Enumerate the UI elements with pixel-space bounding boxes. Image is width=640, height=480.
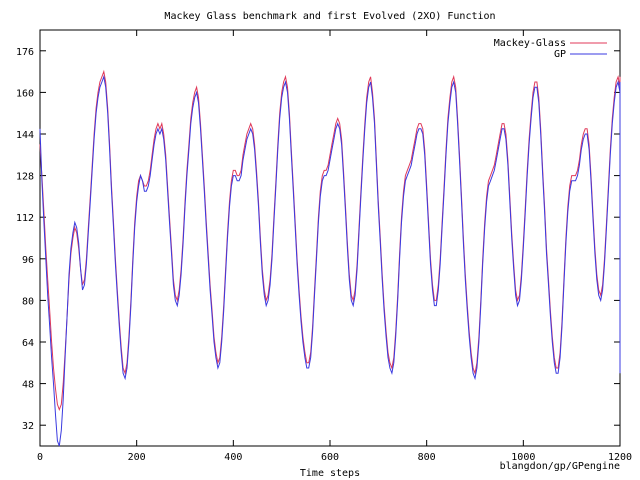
- x-tick-label: 600: [321, 452, 339, 463]
- x-tick-label: 800: [418, 452, 436, 463]
- x-tick-label: 1000: [511, 452, 535, 463]
- y-tick-label: 128: [16, 172, 34, 183]
- y-tick-label: 160: [16, 88, 34, 99]
- legend-label-gp: GP: [554, 49, 566, 60]
- legend: Mackey-Glass GP: [494, 38, 607, 60]
- x-tick-label: 1200: [608, 452, 632, 463]
- series-lines: [39, 69, 621, 447]
- x-axis-label: Time steps: [300, 468, 360, 479]
- y-tick-label: 112: [16, 213, 34, 224]
- x-tick-label: 200: [128, 452, 146, 463]
- y-tick-label: 64: [22, 338, 34, 349]
- x-axis: 0 200 400 600 800 1000 1200: [37, 30, 632, 463]
- legend-label-mackey-glass: Mackey-Glass: [494, 38, 566, 49]
- x-tick-label: 400: [224, 452, 242, 463]
- series-line-gp: [39, 74, 621, 447]
- y-tick-label: 32: [22, 421, 34, 432]
- y-tick-label: 176: [16, 47, 34, 58]
- chart-title: Mackey Glass benchmark and first Evolved…: [164, 11, 495, 22]
- y-tick-label: 96: [22, 255, 34, 266]
- y-axis: 32 48 64 80 96 112 128 144 160 176: [16, 47, 620, 432]
- x-tick-label: 0: [37, 452, 43, 463]
- y-tick-label: 80: [22, 296, 34, 307]
- series-line-mackey-glass: [39, 69, 621, 412]
- y-tick-label: 48: [22, 380, 34, 391]
- credit-label: blangdon/gp/GPengine: [500, 461, 620, 472]
- y-tick-label: 144: [16, 130, 34, 141]
